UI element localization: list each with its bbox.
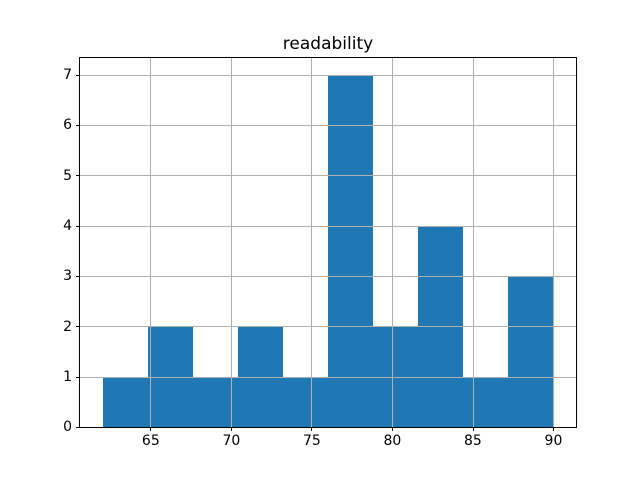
x-tick-mark [230, 427, 232, 432]
gridline-vertical [553, 57, 555, 428]
gridline-horizontal [80, 376, 576, 378]
gridline-horizontal [80, 275, 576, 277]
histogram-bar [463, 376, 509, 428]
gridline-horizontal [80, 225, 576, 227]
gridline-vertical [230, 57, 232, 428]
gridline-vertical [472, 57, 474, 428]
y-tick-label: 6 [63, 117, 72, 134]
gridline-horizontal [80, 74, 576, 76]
y-tick-mark [75, 275, 79, 277]
gridline-horizontal [80, 426, 576, 428]
plot-area [79, 56, 577, 429]
x-tick-label: 80 [383, 432, 402, 449]
x-tick-mark [472, 427, 474, 432]
x-tick-label: 90 [544, 432, 563, 449]
x-tick-label: 70 [222, 432, 241, 449]
y-tick-label: 2 [63, 318, 72, 335]
histogram-bar [102, 376, 148, 428]
gridline-horizontal [80, 175, 576, 177]
y-tick-label: 0 [63, 419, 72, 436]
gridline-horizontal [80, 125, 576, 127]
y-tick-label: 1 [63, 368, 72, 385]
x-tick-mark [392, 427, 393, 432]
histogram-bar [328, 75, 374, 428]
gridline-vertical [150, 57, 152, 428]
y-tick-mark [75, 74, 79, 76]
y-tick-mark [75, 426, 79, 428]
histogram-bar [192, 376, 238, 428]
y-tick-label: 4 [63, 218, 72, 235]
gridline-vertical [311, 57, 313, 428]
y-tick-mark [75, 225, 79, 227]
gridline-vertical [392, 57, 393, 428]
x-tick-label: 65 [141, 432, 160, 449]
x-tick-mark [150, 427, 152, 432]
y-tick-label: 5 [63, 167, 72, 184]
x-tick-label: 75 [302, 432, 321, 449]
bars-layer [80, 58, 576, 428]
y-tick-mark [75, 175, 79, 177]
y-tick-mark [75, 125, 79, 127]
gridline-horizontal [80, 326, 576, 328]
x-tick-mark [311, 427, 313, 432]
x-tick-label: 85 [464, 432, 482, 449]
histogram-bar [508, 276, 554, 428]
y-tick-label: 7 [63, 67, 72, 84]
x-tick-mark [553, 427, 555, 432]
chart-title: readability [282, 34, 374, 54]
y-tick-mark [75, 376, 79, 378]
y-tick-label: 3 [63, 268, 72, 285]
histogram-bar [282, 376, 328, 428]
y-tick-mark [75, 326, 79, 328]
grid-layer [80, 57, 576, 428]
